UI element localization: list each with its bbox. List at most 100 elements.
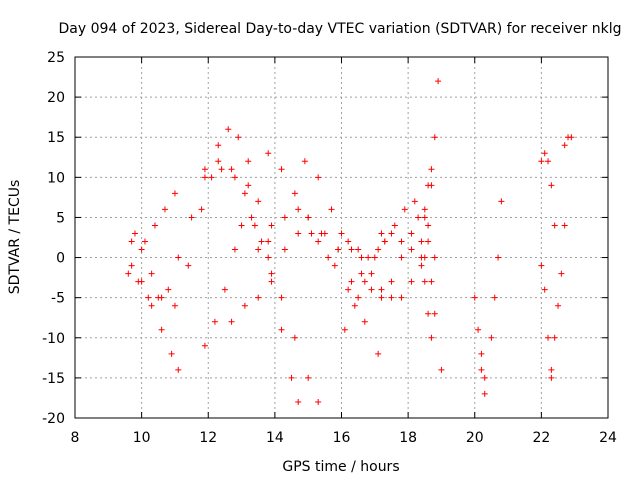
data-point [411, 198, 418, 205]
data-point [315, 398, 322, 405]
series-arc-02 [125, 126, 272, 301]
data-point [421, 278, 428, 285]
data-point [425, 222, 432, 229]
data-point [231, 174, 238, 181]
axis-ticks: 8 10 12 14 16 18 20 22 24 -20 -15 -10 -5 0 5 10 15 20 25 [42, 50, 617, 446]
data-point [358, 254, 365, 261]
data-point [288, 374, 295, 381]
data-point [345, 286, 352, 293]
x-tick-label: 12 [199, 430, 217, 446]
data-point [568, 134, 575, 141]
data-point [478, 366, 485, 373]
data-point [548, 366, 555, 373]
data-point [208, 174, 215, 181]
series-arc-15 [421, 78, 442, 261]
y-tick-label: 10 [47, 170, 65, 186]
data-point [218, 166, 225, 173]
data-point [435, 78, 442, 85]
data-point [278, 166, 285, 173]
data-point [291, 334, 298, 341]
y-tick-label: -20 [42, 411, 65, 427]
data-point [128, 238, 135, 245]
data-point [315, 174, 322, 181]
series-arc-10 [301, 158, 425, 301]
data-point [328, 206, 335, 213]
data-point [481, 390, 488, 397]
data-point [231, 246, 238, 253]
data-point [378, 230, 385, 237]
x-tick-label: 18 [399, 430, 417, 446]
data-point [358, 270, 365, 277]
data-point [331, 262, 338, 269]
series-arc-23 [561, 134, 575, 149]
data-point [161, 206, 168, 213]
data-point [201, 174, 208, 181]
data-point [171, 190, 178, 197]
data-point [368, 270, 375, 277]
data-point [248, 214, 255, 221]
data-point [325, 254, 332, 261]
data-point [265, 238, 272, 245]
data-point [388, 294, 395, 301]
data-point [221, 286, 228, 293]
data-point [538, 158, 545, 165]
data-point [398, 294, 405, 301]
data-point [268, 222, 275, 229]
data-point [551, 222, 558, 229]
data-point [398, 238, 405, 245]
data-point [555, 302, 562, 309]
data-point [368, 286, 375, 293]
data-point [228, 318, 235, 325]
data-point [538, 262, 545, 269]
data-point [175, 254, 182, 261]
y-tick-label: -15 [42, 371, 65, 387]
y-tick-label: 25 [47, 50, 65, 66]
data-point [241, 190, 248, 197]
y-tick-label: -5 [51, 291, 65, 307]
data-point [428, 278, 435, 285]
data-point [431, 134, 438, 141]
y-tick-label: 20 [47, 90, 65, 106]
data-point [321, 230, 328, 237]
series-arc-21 [548, 222, 568, 373]
series-arc-09 [265, 150, 388, 261]
data-point [235, 134, 242, 141]
data-point [211, 318, 218, 325]
data-point [268, 270, 275, 277]
data-point [301, 158, 308, 165]
data-point [138, 246, 145, 253]
series-arc-14 [418, 238, 435, 341]
series-arc-12 [358, 214, 445, 373]
data-point [431, 310, 438, 317]
data-point [291, 190, 298, 197]
data-point [255, 198, 262, 205]
data-point [355, 294, 362, 301]
series-arc-01 [128, 166, 252, 309]
series-arc-03 [128, 262, 182, 373]
x-tick-label: 8 [71, 430, 80, 446]
data-point [551, 334, 558, 341]
data-point [391, 222, 398, 229]
data-point [545, 334, 552, 341]
data-point [481, 374, 488, 381]
data-point [268, 278, 275, 285]
gridlines [75, 57, 608, 418]
x-tick-label: 24 [599, 430, 617, 446]
data-point [241, 302, 248, 309]
data-point [401, 206, 408, 213]
data-point [198, 206, 205, 213]
data-point [255, 246, 262, 253]
x-tick-label: 22 [532, 430, 550, 446]
data-point [558, 270, 565, 277]
data-point [228, 166, 235, 173]
data-point [425, 182, 432, 189]
y-axis-label: SDTVAR / TECUs [7, 180, 23, 295]
data-point [238, 222, 245, 229]
data-point [428, 334, 435, 341]
data-point [158, 326, 165, 333]
data-point [431, 254, 438, 261]
data-point [278, 326, 285, 333]
data-point [175, 366, 182, 373]
data-point [418, 262, 425, 269]
data-point [548, 374, 555, 381]
